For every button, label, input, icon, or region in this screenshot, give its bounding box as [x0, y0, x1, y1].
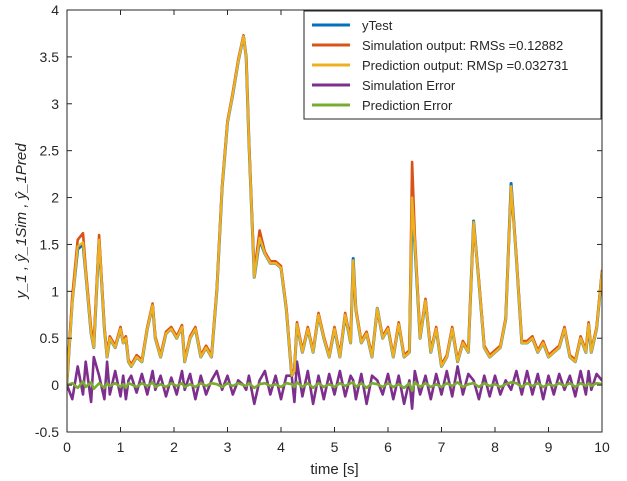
x-axis-label: time [s]	[310, 461, 358, 478]
plot-lines	[67, 33, 602, 410]
legend-label: Simulation Error	[362, 78, 456, 93]
legend-entry: Simulation output: RMSs =0.12882	[312, 38, 563, 53]
y-axis-ticks: -0.5 0 0.5 1 1.5 2 2.5 3 3.5 4	[35, 2, 602, 440]
x-tick-label: 3	[224, 439, 232, 455]
y-tick-label: 3	[51, 96, 59, 112]
x-tick-label: 4	[277, 439, 285, 455]
legend-label: yTest	[362, 18, 393, 33]
legend-label: Prediction Error	[362, 98, 453, 113]
series-line-simulation-error	[67, 355, 602, 410]
legend-label: Simulation output: RMSs =0.12882	[362, 38, 563, 53]
x-tick-label: 10	[594, 439, 610, 455]
x-tick-label: 5	[331, 439, 339, 455]
legend-entries: yTest Simulation output: RMSs =0.12882 Pre…	[312, 18, 568, 113]
y-tick-label: 2.5	[40, 143, 60, 159]
legend-box	[303, 10, 602, 120]
x-tick-label: 1	[117, 439, 125, 455]
y-tick-label: 3.5	[40, 49, 60, 65]
x-tick-label: 2	[170, 439, 178, 455]
x-tick-label: 8	[491, 439, 499, 455]
y-tick-label: 0.5	[40, 330, 60, 346]
x-tick-label: 0	[63, 439, 71, 455]
y-axis-label: y_1 , ŷ_1Sim , ŷ_1Pred	[13, 143, 30, 300]
y-tick-label: 2	[51, 190, 59, 206]
x-tick-label: 7	[438, 439, 446, 455]
series-line-prediction-error	[67, 380, 602, 393]
y-tick-label: 0	[51, 377, 59, 393]
series-line-prediction-output-rmsp-0-032731	[67, 35, 602, 384]
legend-entry: yTest	[312, 18, 393, 33]
x-tick-label: 6	[384, 439, 392, 455]
y-tick-label: 4	[51, 2, 59, 18]
y-tick-label: -0.5	[35, 424, 59, 440]
x-tick-label: 9	[545, 439, 553, 455]
legend: yTest Simulation output: RMSs =0.12882 Pre…	[303, 10, 602, 120]
y-tick-label: 1.5	[40, 236, 60, 252]
legend-entry: Simulation Error	[312, 78, 456, 93]
legend-label: Prediction output: RMSp =0.032731	[362, 58, 568, 73]
legend-entry: Prediction output: RMSp =0.032731	[312, 58, 568, 73]
y-tick-label: 1	[51, 283, 59, 299]
legend-entry: Prediction Error	[312, 98, 453, 113]
